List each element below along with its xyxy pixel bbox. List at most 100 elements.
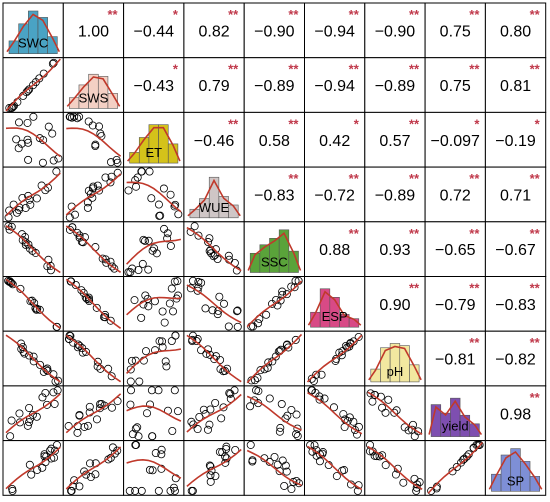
scatter-point xyxy=(250,376,259,385)
scatter-point xyxy=(366,389,375,398)
scatter-point xyxy=(154,200,163,209)
significance-marker: ** xyxy=(409,7,420,22)
cell-2-8 xyxy=(484,111,547,168)
significance-marker: ** xyxy=(469,7,480,22)
scatter-point xyxy=(207,249,216,258)
scatter-point xyxy=(44,122,53,131)
scatter-point xyxy=(4,222,13,231)
scatter-point xyxy=(24,138,33,147)
fit-line xyxy=(246,395,302,431)
scatter-point xyxy=(163,234,172,243)
scatter-point xyxy=(24,240,33,249)
scatter-point xyxy=(225,389,234,398)
scatter-point xyxy=(292,410,301,419)
variable-label: SWC xyxy=(18,36,48,51)
density-curve xyxy=(66,76,121,107)
scatter-point xyxy=(157,450,166,459)
scatter-point xyxy=(126,400,135,409)
significance-marker: * xyxy=(354,116,360,131)
scatter-point xyxy=(268,357,277,366)
correlation-value: −0.097 xyxy=(431,133,480,150)
significance-marker: ** xyxy=(530,390,541,405)
fit-line xyxy=(186,448,242,488)
scatter-point xyxy=(289,477,298,486)
scatter-point xyxy=(152,249,161,258)
scatter-point xyxy=(83,203,92,212)
correlation-value: 0.75 xyxy=(440,23,471,40)
scatter-point xyxy=(84,293,93,302)
scatter-point xyxy=(384,395,393,404)
significance-marker: ** xyxy=(288,62,299,77)
scatter-point xyxy=(320,394,329,403)
scatter-point xyxy=(170,486,179,495)
fit-line xyxy=(65,278,122,329)
scatter-point xyxy=(8,484,17,493)
scatter-point xyxy=(150,244,159,253)
scatter-point xyxy=(86,473,95,482)
scatter-point xyxy=(205,461,214,470)
scatter-point xyxy=(131,486,140,495)
cell-0-3 xyxy=(183,2,245,59)
correlation-value: −0.94 xyxy=(314,23,355,40)
fit-line xyxy=(367,391,423,435)
scatter-point xyxy=(106,158,115,167)
correlation-value: −0.81 xyxy=(435,352,476,369)
scatter-point xyxy=(75,341,84,350)
scatter-point xyxy=(84,117,93,126)
fit-line xyxy=(5,446,61,490)
scatter-point xyxy=(276,296,285,305)
density-curve xyxy=(6,13,61,53)
fit-line xyxy=(246,280,303,328)
scatter-point xyxy=(390,408,399,417)
scatter-point xyxy=(205,420,214,429)
fit-line xyxy=(126,458,182,479)
scatter-point xyxy=(128,430,137,439)
scatter-point xyxy=(36,360,45,369)
scatter-point xyxy=(53,386,62,395)
scatter-point xyxy=(101,310,110,319)
cell-1-2 xyxy=(123,57,185,113)
scatter-point xyxy=(287,405,296,414)
scatter-point xyxy=(197,278,206,287)
correlation-value: 0.81 xyxy=(500,78,531,95)
scatter-point xyxy=(141,291,150,300)
scatter-point xyxy=(107,372,116,381)
scatter-point xyxy=(248,456,257,465)
cell-3-8 xyxy=(484,166,547,223)
scatter-point xyxy=(91,140,100,149)
cell-5-8 xyxy=(484,276,547,332)
scatter-point xyxy=(29,352,38,361)
scatter-point xyxy=(17,139,26,148)
variable-label: yield xyxy=(442,419,469,434)
scatter-point xyxy=(110,449,119,458)
scatter-point xyxy=(24,155,33,164)
scatter-point xyxy=(32,194,41,203)
significance-marker: ** xyxy=(469,335,480,350)
scatter-point xyxy=(399,478,408,487)
fit-line xyxy=(307,445,363,491)
scatter-point xyxy=(73,228,82,237)
scatter-point xyxy=(221,458,230,467)
scatter-point xyxy=(38,393,47,402)
scatter-point xyxy=(318,448,327,457)
scatter-point xyxy=(49,388,58,397)
correlation-value: −0.89 xyxy=(375,78,416,95)
scatter-point xyxy=(23,421,32,430)
scatter-point xyxy=(211,245,220,254)
scatter-point xyxy=(83,198,92,207)
cell-3-6 xyxy=(364,166,426,223)
correlation-value: 0.90 xyxy=(379,297,410,314)
cell-8-6 xyxy=(364,440,426,496)
scatter-point xyxy=(410,474,419,483)
fit-line xyxy=(65,225,122,273)
scatter-point xyxy=(75,410,84,419)
scatter-point xyxy=(95,122,104,131)
scatter-point xyxy=(139,235,148,244)
histogram-bar xyxy=(399,345,410,383)
scatter-point xyxy=(15,418,24,427)
scatter-point xyxy=(215,292,224,301)
correlation-value: −0.65 xyxy=(435,242,476,259)
scatter-point xyxy=(209,252,218,261)
variable-label: SSC xyxy=(261,255,288,270)
scatter-point xyxy=(211,398,220,407)
